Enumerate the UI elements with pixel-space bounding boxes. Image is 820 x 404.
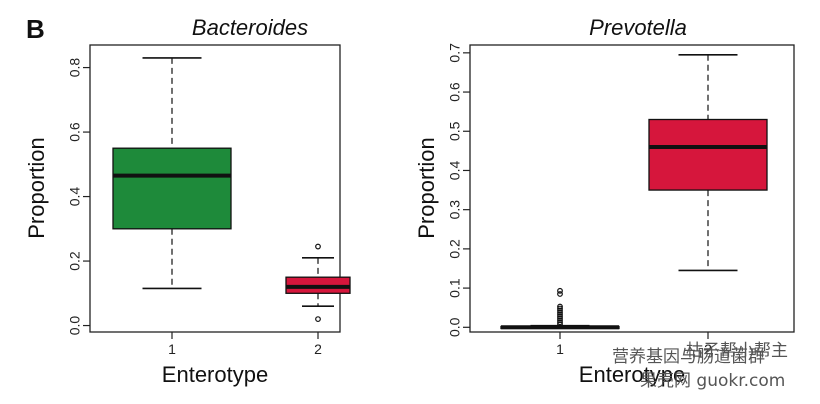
y-tick-label: 0.2 xyxy=(67,251,83,271)
outlier-point xyxy=(557,309,563,316)
plot-frame xyxy=(89,44,341,333)
outlier-point xyxy=(557,317,563,324)
panel-letter: B xyxy=(26,14,45,44)
y-tick-label: 0.1 xyxy=(447,278,463,298)
outlier-point xyxy=(315,243,321,250)
box-prevotella-2 xyxy=(648,54,768,272)
chart-title: Prevotella xyxy=(589,15,687,40)
y-tick-label: 0.8 xyxy=(67,58,83,78)
x-axis-label: Enterotype xyxy=(579,362,685,387)
y-tick-label: 0.5 xyxy=(447,121,463,141)
x-tick-label: 1 xyxy=(556,341,564,357)
x-tick-label: 2 xyxy=(314,341,322,357)
box-bacteroides-2 xyxy=(285,243,351,323)
x-tick-label: 2 xyxy=(704,341,712,357)
y-tick-label: 0.4 xyxy=(447,161,463,181)
watermark-line-1: 枯子帮小帮主 xyxy=(686,341,788,361)
plot-frame xyxy=(469,44,795,333)
y-tick-label: 0.7 xyxy=(447,43,463,63)
outlier-point xyxy=(557,319,563,326)
outlier-point xyxy=(557,307,563,314)
outlier-point xyxy=(557,305,563,312)
y-tick-label: 0.3 xyxy=(447,200,463,220)
outlier-point xyxy=(557,291,563,297)
chart-panel-2: Prevotella 0.0 0.1 0.2 0.3 0.4 0.5 0.6 0.7 Propor… xyxy=(414,15,795,387)
y-tick-label: 0.0 xyxy=(447,317,463,337)
outlier-point xyxy=(557,287,563,294)
box-prevotella-1 xyxy=(500,287,620,330)
y-tick-label: 0.6 xyxy=(67,122,83,142)
box-bacteroides-1 xyxy=(112,57,232,290)
x-axis-label: Enterotype xyxy=(162,362,268,387)
chart-title: Bacteroides xyxy=(192,15,308,40)
outlier-point xyxy=(557,313,563,320)
box-body xyxy=(648,118,768,191)
plots-group: Bacteroides 0.0 0.2 0.4 0.6 0.8 Proportion 1 2 En… xyxy=(24,15,795,387)
outlier-point xyxy=(557,315,563,322)
x-tick-label: 1 xyxy=(168,341,176,357)
y-tick-label: 0.4 xyxy=(67,187,83,207)
outlier-point xyxy=(557,303,563,310)
outlier-point xyxy=(557,311,563,318)
watermark-line-2: 营养基因与肠道菌群 xyxy=(612,347,765,367)
y-axis-label: Proportion xyxy=(414,137,439,239)
y-axis-label: Proportion xyxy=(24,137,49,239)
y-tick-label: 0.6 xyxy=(447,82,463,102)
box-body xyxy=(112,147,232,230)
outlier-point xyxy=(315,316,321,323)
watermark: 营养基因与肠道菌群 枯子帮小帮主 果壳网 guokr.com xyxy=(612,341,788,391)
chart-panel-1: Bacteroides 0.0 0.2 0.4 0.6 0.8 Proportion 1 2 En… xyxy=(24,15,351,387)
y-tick-label: 0.2 xyxy=(447,239,463,259)
watermark-line-3: 果壳网 guokr.com xyxy=(640,371,785,391)
y-tick-label: 0.0 xyxy=(67,316,83,336)
outlier-point xyxy=(557,321,563,328)
